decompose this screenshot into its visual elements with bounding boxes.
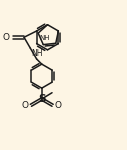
Text: NH: NH — [39, 35, 50, 41]
Text: O: O — [55, 101, 62, 110]
Text: O: O — [22, 101, 29, 110]
Text: O: O — [3, 33, 10, 42]
Text: S: S — [38, 94, 45, 104]
Text: NH: NH — [31, 49, 42, 58]
